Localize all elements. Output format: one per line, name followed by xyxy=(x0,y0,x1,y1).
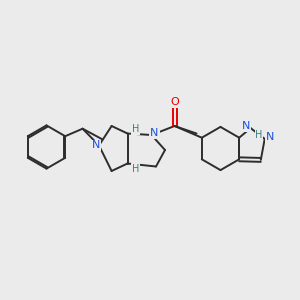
Text: N: N xyxy=(266,132,274,142)
Text: N: N xyxy=(150,128,159,139)
Text: N: N xyxy=(242,121,250,131)
Text: N: N xyxy=(92,140,100,151)
Text: H: H xyxy=(132,164,140,174)
Text: O: O xyxy=(170,97,179,107)
Text: H: H xyxy=(132,124,140,134)
Text: H: H xyxy=(255,130,263,140)
